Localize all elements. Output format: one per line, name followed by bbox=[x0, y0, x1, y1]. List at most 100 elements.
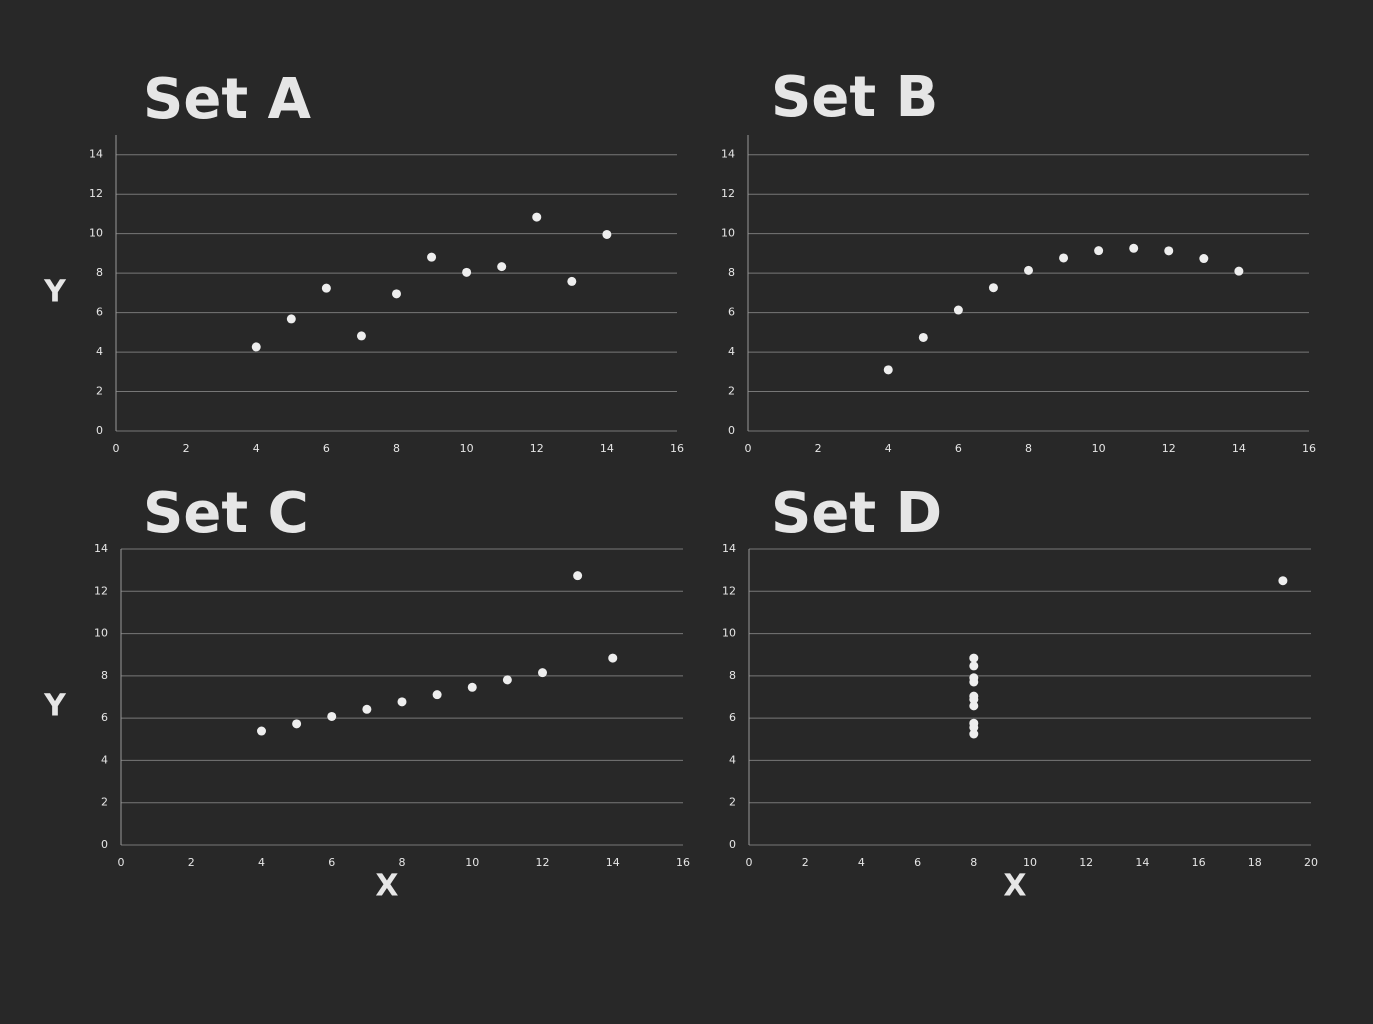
x-tick-label: 6 bbox=[914, 856, 921, 869]
data-point bbox=[1234, 266, 1244, 276]
data-point bbox=[969, 661, 979, 671]
y-tick-label: 14 bbox=[722, 542, 736, 555]
y-tick-label: 12 bbox=[722, 584, 736, 597]
data-point bbox=[1094, 246, 1104, 256]
data-point bbox=[969, 653, 979, 663]
data-point bbox=[969, 729, 979, 739]
x-tick-label: 2 bbox=[183, 442, 190, 455]
x-tick-label: 6 bbox=[323, 442, 330, 455]
x-tick-label: 0 bbox=[118, 856, 125, 869]
x-tick-label: 6 bbox=[328, 856, 335, 869]
x-tick-label: 6 bbox=[955, 442, 962, 455]
data-point bbox=[969, 694, 979, 704]
x-tick-label: 8 bbox=[970, 856, 977, 869]
data-point bbox=[462, 267, 472, 277]
x-tick-label: 16 bbox=[676, 856, 690, 869]
data-point bbox=[327, 711, 337, 721]
data-point bbox=[1024, 265, 1033, 275]
x-tick-label: 10 bbox=[460, 442, 474, 455]
data-point bbox=[467, 682, 477, 692]
x-tick-label: 14 bbox=[1232, 442, 1246, 455]
chart-title: Set A bbox=[143, 67, 312, 132]
x-tick-label: 20 bbox=[1304, 856, 1318, 869]
y-tick-label: 14 bbox=[94, 542, 108, 555]
data-point bbox=[432, 690, 442, 700]
x-tick-label: 16 bbox=[1192, 856, 1206, 869]
data-point bbox=[502, 675, 512, 685]
x-tick-label: 10 bbox=[465, 856, 479, 869]
x-tick-label: 4 bbox=[885, 442, 892, 455]
data-point bbox=[608, 653, 618, 663]
x-tick-label: 2 bbox=[802, 856, 809, 869]
data-point bbox=[362, 704, 372, 714]
x-tick-label: 10 bbox=[1023, 856, 1037, 869]
data-point bbox=[292, 719, 302, 729]
data-point bbox=[321, 283, 331, 293]
y-tick-label: 2 bbox=[96, 385, 103, 398]
data-point bbox=[392, 289, 401, 299]
data-point bbox=[918, 332, 928, 342]
data-point bbox=[988, 283, 998, 293]
y-tick-label: 0 bbox=[101, 838, 108, 851]
data-point bbox=[1129, 243, 1139, 253]
y-tick-label: 0 bbox=[728, 424, 735, 437]
data-point bbox=[953, 305, 963, 315]
chart-title: Set C bbox=[143, 481, 309, 546]
y-tick-label: 14 bbox=[721, 148, 735, 161]
data-point bbox=[427, 252, 437, 262]
chart-title: Set D bbox=[771, 481, 942, 546]
y-tick-label: 8 bbox=[96, 266, 103, 279]
y-tick-label: 8 bbox=[728, 266, 735, 279]
x-tick-label: 18 bbox=[1248, 856, 1262, 869]
y-tick-label: 6 bbox=[729, 711, 736, 724]
data-point bbox=[1199, 254, 1209, 264]
data-point bbox=[1059, 253, 1069, 263]
x-tick-label: 16 bbox=[1302, 442, 1316, 455]
x-tick-label: 12 bbox=[536, 856, 550, 869]
y-tick-label: 2 bbox=[729, 796, 736, 809]
y-tick-label: 4 bbox=[728, 345, 735, 358]
x-tick-label: 14 bbox=[606, 856, 620, 869]
y-tick-label: 12 bbox=[89, 187, 103, 200]
data-point bbox=[538, 668, 547, 678]
x-tick-label: 16 bbox=[670, 442, 684, 455]
x-tick-label: 4 bbox=[253, 442, 260, 455]
y-tick-label: 10 bbox=[94, 627, 108, 640]
y-tick-label: 14 bbox=[89, 148, 103, 161]
x-tick-label: 12 bbox=[1162, 442, 1176, 455]
y-tick-label: 12 bbox=[721, 187, 735, 200]
y-tick-label: 2 bbox=[728, 385, 735, 398]
x-tick-label: 8 bbox=[1025, 442, 1032, 455]
x-tick-label: 12 bbox=[530, 442, 544, 455]
x-tick-label: 12 bbox=[1079, 856, 1093, 869]
x-tick-label: 4 bbox=[858, 856, 865, 869]
x-tick-label: 14 bbox=[600, 442, 614, 455]
y-tick-label: 8 bbox=[729, 669, 736, 682]
y-tick-label: 2 bbox=[101, 796, 108, 809]
y-tick-label: 6 bbox=[728, 306, 735, 319]
y-tick-label: 4 bbox=[101, 753, 108, 766]
y-tick-label: 10 bbox=[722, 627, 736, 640]
data-point bbox=[257, 726, 266, 736]
x-tick-label: 14 bbox=[1135, 856, 1149, 869]
x-tick-label: 2 bbox=[815, 442, 822, 455]
data-point bbox=[969, 722, 979, 732]
data-point bbox=[286, 314, 296, 324]
x-tick-label: 4 bbox=[258, 856, 265, 869]
data-point bbox=[1164, 246, 1174, 256]
x-tick-label: 10 bbox=[1092, 442, 1106, 455]
y-tick-label: 0 bbox=[96, 424, 103, 437]
data-point bbox=[602, 229, 612, 239]
data-point bbox=[356, 331, 366, 341]
y-tick-label: 8 bbox=[101, 669, 108, 682]
y-axis-label: Y bbox=[43, 689, 67, 724]
x-tick-label: 2 bbox=[188, 856, 195, 869]
x-tick-label: 0 bbox=[113, 442, 120, 455]
x-axis-label: X bbox=[375, 869, 398, 904]
y-axis-label: Y bbox=[43, 275, 67, 310]
data-point bbox=[969, 673, 979, 683]
chart-title: Set B bbox=[771, 65, 938, 130]
y-tick-label: 6 bbox=[101, 711, 108, 724]
